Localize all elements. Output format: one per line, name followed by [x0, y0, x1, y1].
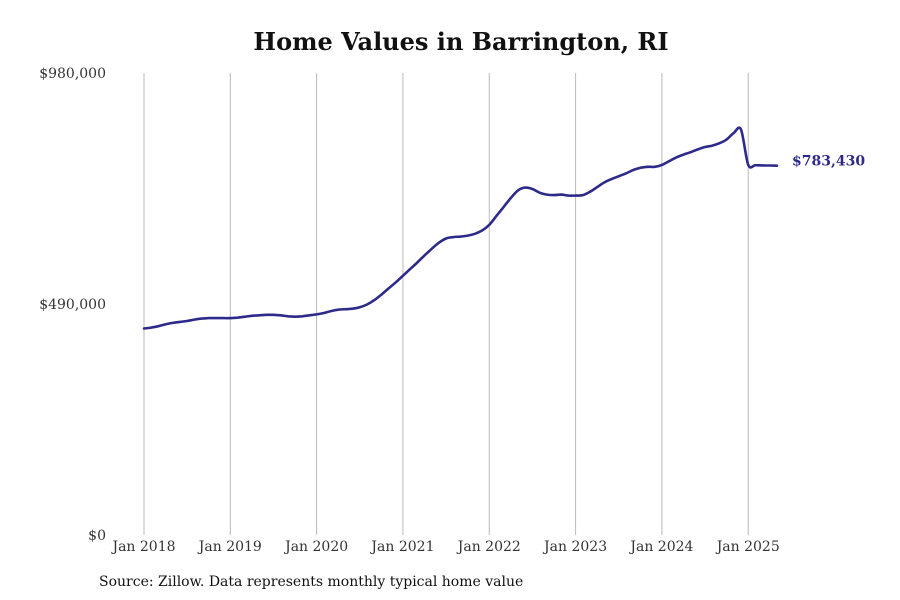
- x-tick-label: Jan 2018: [110, 539, 175, 555]
- x-tick-label: Jan 2019: [197, 539, 262, 555]
- chart-title: Home Values in Barrington, RI: [253, 27, 669, 56]
- source-note: Source: Zillow. Data represents monthly …: [99, 574, 524, 590]
- vertical-gridlines: [143, 73, 749, 535]
- x-tick-label: Jan 2021: [369, 539, 434, 555]
- x-tick-label: Jan 2024: [628, 539, 693, 555]
- x-tick-label: Jan 2025: [715, 539, 780, 555]
- end-value-label: $783,430: [792, 154, 865, 170]
- y-tick-label: $980,000: [39, 66, 106, 82]
- x-axis-ticks: Jan 2018 Jan 2019 Jan 2020 Jan 2021 Jan 2022…: [110, 539, 779, 555]
- x-tick-label: Jan 2023: [542, 539, 607, 555]
- home-value-line: [142, 126, 779, 330]
- y-axis-ticks: $0 $490,000 $980,000: [39, 66, 106, 544]
- y-tick-label: $490,000: [39, 297, 106, 313]
- y-tick-label: $0: [88, 528, 106, 544]
- x-tick-label: Jan 2022: [456, 539, 521, 555]
- x-tick-label: Jan 2020: [283, 539, 348, 555]
